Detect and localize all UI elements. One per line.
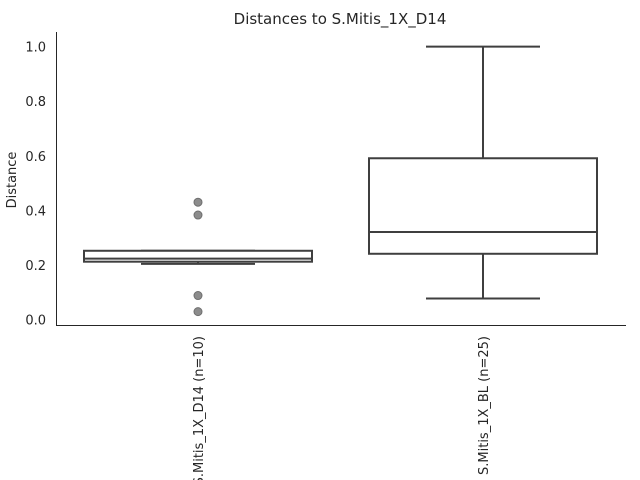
- y-tick-label: 0.8: [25, 95, 46, 110]
- box: [368, 157, 598, 255]
- outlier: [193, 307, 203, 317]
- y-tick-label: 0.4: [25, 204, 46, 219]
- y-tick-label: 1.0: [25, 41, 46, 56]
- y-tick-label: 0.6: [25, 150, 46, 165]
- y-tick-label: 0.0: [25, 314, 46, 329]
- y-tick-label: 0.2: [25, 259, 46, 274]
- outlier: [193, 291, 203, 301]
- y-axis-label: Distance: [5, 152, 20, 209]
- chart-title: Distances to S.Mitis_1X_D14: [234, 10, 447, 29]
- x-tick-label: S.Mitis_1X_D14 (n=10): [192, 336, 207, 480]
- x-tick-label: S.Mitis_1X_BL (n=25): [477, 336, 492, 475]
- outlier: [193, 210, 203, 220]
- box: [83, 249, 313, 263]
- outlier: [193, 197, 203, 207]
